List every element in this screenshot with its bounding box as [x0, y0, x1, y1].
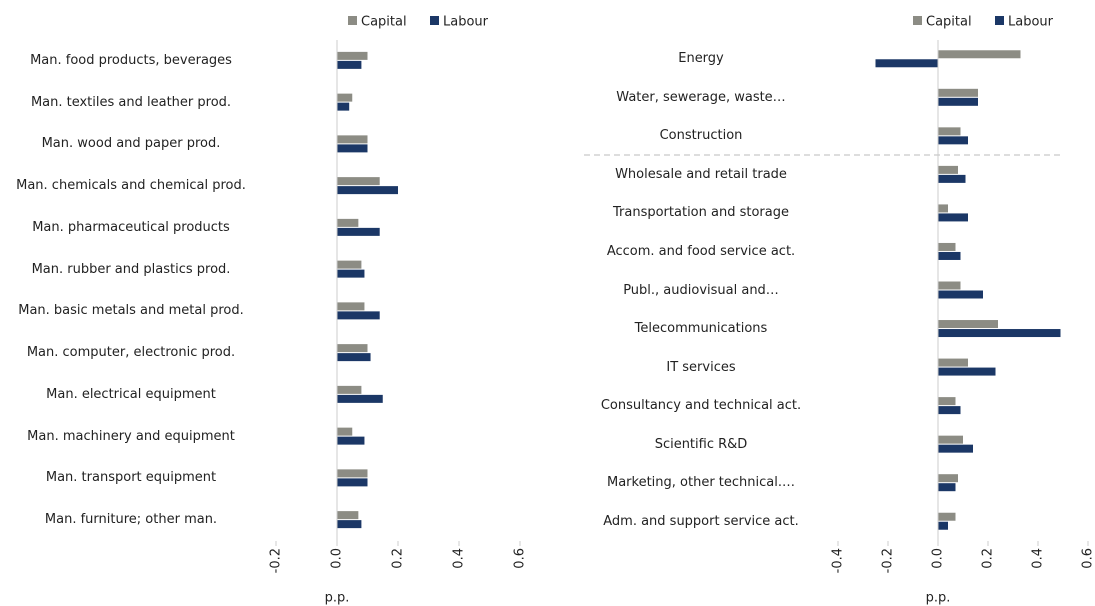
- bar: [337, 478, 368, 487]
- bar: [337, 60, 362, 69]
- x-tick-label: -0.2: [881, 548, 896, 573]
- category-label: Man. electrical equipment: [46, 386, 216, 402]
- bar: [938, 358, 968, 367]
- bar: [337, 260, 362, 269]
- bar: [938, 320, 998, 329]
- x-axis-label: p.p.: [325, 591, 350, 606]
- bar: [938, 213, 968, 222]
- category-label: IT services: [666, 359, 736, 375]
- bar: [875, 59, 938, 68]
- bar: [337, 427, 353, 436]
- bar: [938, 88, 978, 97]
- bar: [938, 50, 1021, 59]
- category-label: Energy: [678, 51, 724, 67]
- bar: [938, 521, 948, 530]
- category-label: Water, sewerage, waste…: [616, 89, 786, 105]
- x-tick-label: 0.4: [1031, 548, 1046, 569]
- legend-label: Labour: [1008, 15, 1054, 30]
- x-tick-label: -0.4: [831, 548, 846, 573]
- bar: [938, 435, 963, 444]
- category-label: Wholesale and retail trade: [615, 166, 787, 182]
- bar: [337, 520, 362, 529]
- category-label: Accom. and food service act.: [606, 243, 796, 259]
- bar: [337, 436, 365, 445]
- bar: [337, 344, 368, 353]
- bar: [938, 397, 956, 406]
- bar: [938, 406, 961, 415]
- bar: [337, 218, 359, 227]
- category-label: Man. food products, beverages: [30, 52, 232, 68]
- bar: [938, 174, 966, 183]
- bar: [938, 97, 978, 106]
- x-tick-label: 0.6: [1081, 548, 1095, 569]
- category-label: Man. computer, electronic prod.: [26, 345, 236, 361]
- x-tick-label: -0.2: [269, 548, 284, 573]
- legend-label: Capital: [926, 15, 972, 30]
- bar: [337, 385, 362, 394]
- bar: [337, 469, 368, 478]
- category-label: Publ., audiovisual and…: [623, 282, 779, 298]
- bar: [337, 511, 359, 520]
- bar: [938, 444, 973, 453]
- bar: [337, 144, 368, 153]
- x-tick-label: 0.6: [513, 548, 528, 569]
- bar: [938, 136, 968, 145]
- legend-swatch: [995, 16, 1004, 25]
- bar: [938, 474, 958, 483]
- category-label: Man. rubber and plastics prod.: [31, 261, 231, 277]
- category-label: Transportation and storage: [613, 205, 789, 221]
- bar: [337, 135, 368, 144]
- category-label: Man. furniture; other man.: [44, 512, 218, 528]
- bar: [337, 177, 380, 186]
- x-tick-label: 0.4: [452, 548, 467, 569]
- category-label: Man. textiles and leather prod.: [30, 94, 232, 110]
- bar: [938, 251, 961, 260]
- x-tick-label: 0.2: [981, 548, 996, 569]
- category-label: Consultancy and technical act.: [600, 398, 802, 414]
- category-label: Telecommunications: [634, 321, 768, 337]
- bar: [337, 269, 365, 278]
- bar: [938, 290, 983, 299]
- bar: [938, 281, 961, 290]
- bar: [938, 483, 956, 492]
- bar: [337, 186, 398, 195]
- bar: [938, 367, 996, 376]
- category-label: Man. machinery and equipment: [27, 428, 235, 444]
- category-label: Man. transport equipment: [45, 470, 217, 486]
- bar: [337, 302, 365, 311]
- bar: [938, 512, 956, 521]
- bar: [337, 93, 353, 102]
- bar: [938, 127, 961, 136]
- x-tick-label: 0.0: [330, 548, 345, 569]
- legend-swatch: [430, 16, 439, 25]
- bar: [337, 311, 380, 320]
- category-label: Marketing, other technical.…: [606, 475, 795, 491]
- x-tick-label: 0.0: [931, 548, 946, 569]
- category-label: Man. wood and paper prod.: [41, 136, 221, 152]
- category-label: Adm. and support service act.: [603, 513, 799, 529]
- category-label: Man. chemicals and chemical prod.: [16, 178, 246, 194]
- legend-label: Capital: [361, 15, 407, 30]
- x-axis-label: p.p.: [926, 591, 951, 606]
- bar: [938, 242, 956, 251]
- x-tick-label: 0.2: [391, 548, 406, 569]
- bar: [337, 394, 383, 403]
- bar: [337, 102, 350, 111]
- category-label: Man. basic metals and metal prod.: [18, 303, 244, 319]
- legend-swatch: [348, 16, 357, 25]
- legend-label: Labour: [443, 15, 489, 30]
- category-label: Construction: [659, 128, 743, 144]
- category-label: Man. pharmaceutical products: [32, 219, 230, 235]
- bar: [938, 165, 958, 174]
- bar: [337, 51, 368, 60]
- bar: [938, 329, 1061, 338]
- category-label: Scientific R&D: [654, 436, 748, 452]
- bar: [938, 204, 948, 213]
- bar: [337, 353, 371, 362]
- bar: [337, 227, 380, 236]
- legend-swatch: [913, 16, 922, 25]
